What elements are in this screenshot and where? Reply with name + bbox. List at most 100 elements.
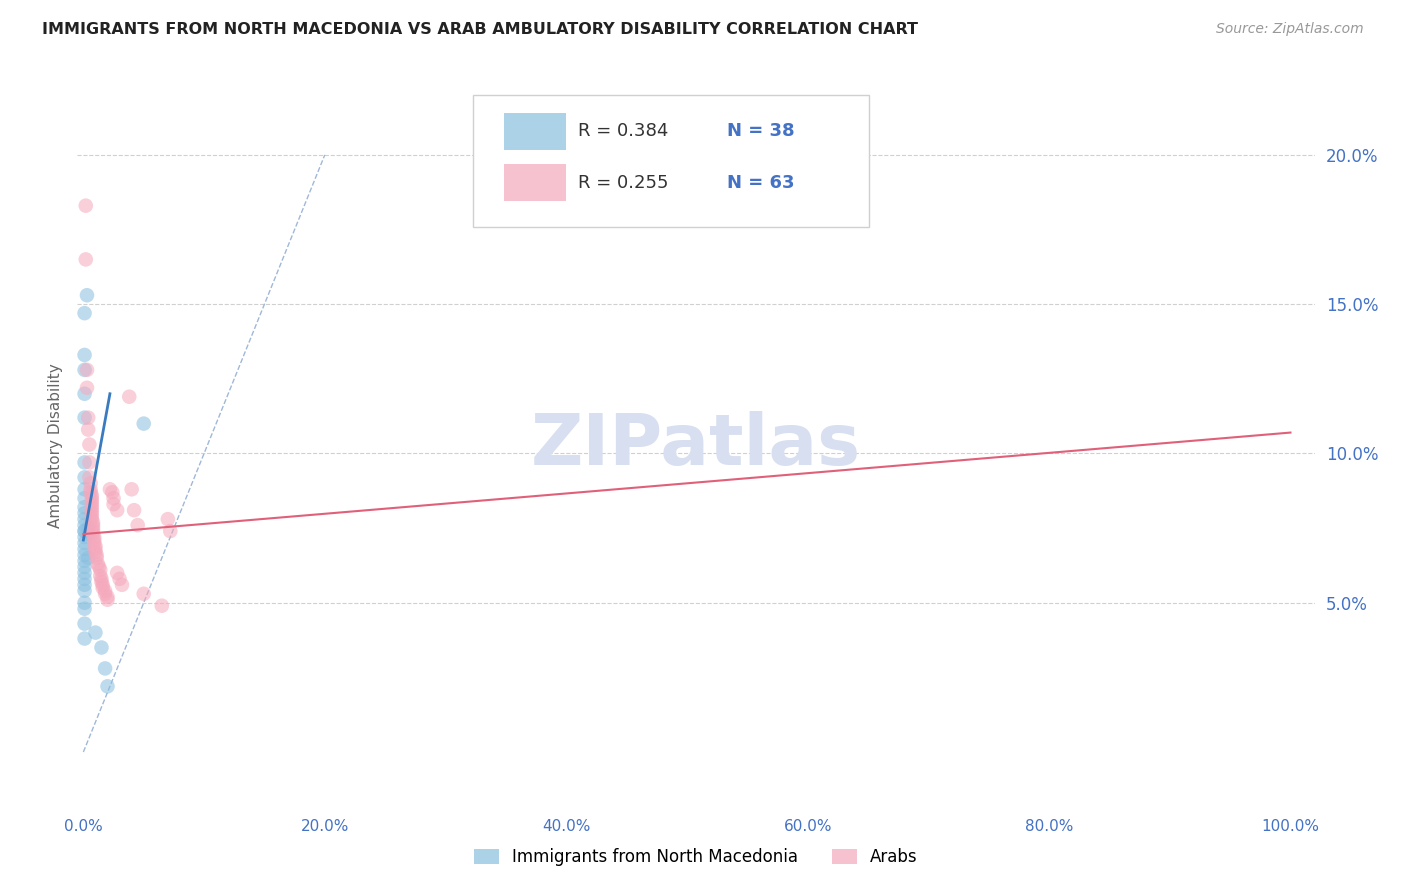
Point	[79, 476, 101, 491]
Point	[73, 601, 96, 615]
Point	[87, 560, 110, 574]
Point	[82, 521, 104, 535]
Point	[79, 437, 101, 451]
Point	[80, 497, 103, 511]
Point	[73, 306, 96, 320]
Point	[118, 390, 141, 404]
Point	[90, 572, 112, 586]
Point	[76, 363, 98, 377]
Point	[796, 178, 818, 192]
Point	[82, 524, 104, 538]
Point	[73, 518, 96, 533]
Point	[84, 541, 107, 556]
Point	[73, 386, 96, 401]
Point	[73, 483, 96, 497]
Point	[83, 536, 105, 550]
Point	[82, 518, 104, 533]
Point	[91, 581, 114, 595]
Point	[73, 536, 96, 550]
Point	[86, 548, 108, 562]
Point	[103, 491, 125, 506]
Point	[90, 574, 112, 589]
Point	[73, 578, 96, 592]
Point	[89, 569, 111, 583]
Text: IMMIGRANTS FROM NORTH MACEDONIA VS ARAB AMBULATORY DISABILITY CORRELATION CHART: IMMIGRANTS FROM NORTH MACEDONIA VS ARAB …	[42, 22, 918, 37]
Point	[73, 363, 96, 377]
Text: R = 0.255: R = 0.255	[578, 174, 669, 192]
Point	[132, 417, 155, 431]
Point	[83, 530, 105, 544]
Point	[73, 572, 96, 586]
Point	[77, 410, 100, 425]
Point	[83, 533, 105, 547]
Text: R = 0.384: R = 0.384	[578, 122, 669, 140]
Point	[105, 503, 128, 517]
Point	[73, 530, 96, 544]
Point	[150, 599, 173, 613]
Point	[96, 592, 118, 607]
Point	[73, 632, 96, 646]
Point	[86, 551, 108, 566]
Point	[77, 521, 100, 535]
Point	[76, 381, 98, 395]
Point	[73, 616, 96, 631]
Point	[111, 578, 134, 592]
Point	[73, 455, 96, 469]
Point	[96, 679, 118, 693]
Point	[80, 488, 103, 502]
Point	[122, 503, 145, 517]
Point	[132, 587, 155, 601]
Point	[73, 583, 96, 598]
Point	[80, 512, 103, 526]
Point	[73, 524, 96, 538]
Point	[73, 470, 96, 484]
Point	[127, 518, 149, 533]
Point	[103, 497, 125, 511]
Point	[80, 491, 103, 506]
Point	[73, 541, 96, 556]
Point	[79, 455, 101, 469]
Text: N = 63: N = 63	[727, 174, 794, 192]
Point	[84, 625, 107, 640]
Y-axis label: Ambulatory Disability: Ambulatory Disability	[48, 364, 63, 528]
Legend: Immigrants from North Macedonia, Arabs: Immigrants from North Macedonia, Arabs	[467, 841, 925, 873]
Point	[73, 548, 96, 562]
Point	[94, 661, 117, 675]
Point	[79, 483, 101, 497]
Point	[73, 506, 96, 520]
Point	[73, 554, 96, 568]
Point	[73, 566, 96, 580]
Point	[77, 527, 100, 541]
Point	[82, 515, 104, 529]
Point	[84, 539, 107, 553]
Point	[80, 503, 103, 517]
Point	[94, 587, 117, 601]
Point	[96, 590, 118, 604]
Point	[89, 563, 111, 577]
Point	[79, 470, 101, 484]
Point	[121, 483, 143, 497]
Point	[105, 566, 128, 580]
Point	[80, 506, 103, 520]
Point	[80, 509, 103, 524]
Point	[87, 557, 110, 571]
Point	[84, 545, 107, 559]
Point	[101, 485, 124, 500]
Point	[75, 252, 97, 267]
Point	[91, 578, 114, 592]
Point	[156, 512, 179, 526]
Text: ZIPatlas: ZIPatlas	[531, 411, 860, 481]
FancyBboxPatch shape	[505, 113, 567, 150]
Text: Source: ZipAtlas.com: Source: ZipAtlas.com	[1216, 22, 1364, 37]
Point	[73, 491, 96, 506]
Point	[73, 560, 96, 574]
Point	[73, 410, 96, 425]
Point	[75, 199, 97, 213]
Point	[77, 551, 100, 566]
Point	[90, 640, 112, 655]
Point	[77, 423, 100, 437]
Point	[73, 348, 96, 362]
FancyBboxPatch shape	[474, 95, 869, 227]
Point	[76, 288, 98, 302]
Point	[82, 527, 104, 541]
